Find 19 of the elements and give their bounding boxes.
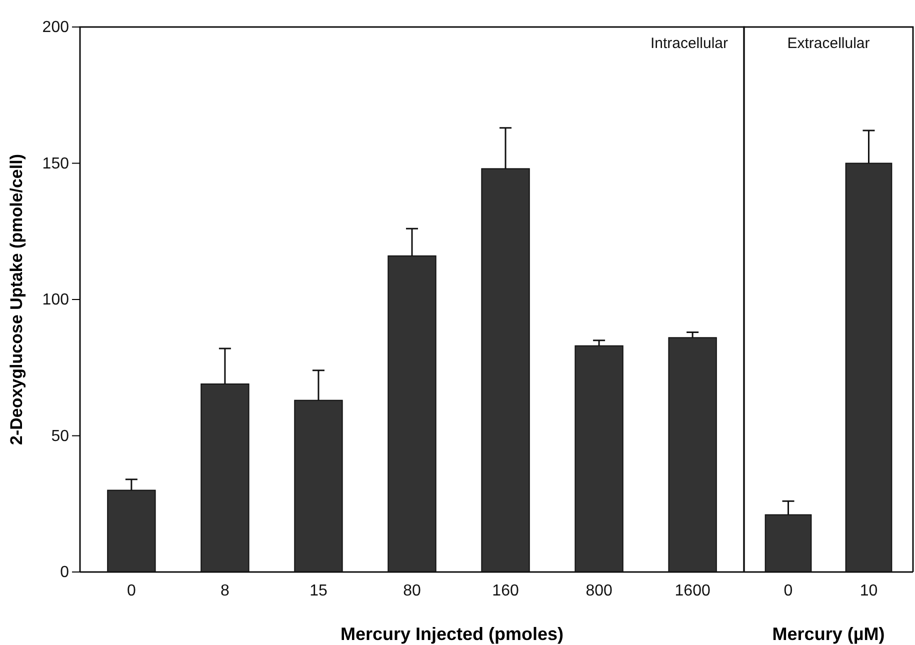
x-tick-label: 10 (860, 582, 878, 600)
x-tick-label: 15 (310, 582, 328, 600)
annotation: Extracellular (787, 35, 870, 52)
y-tick-label: 0 (60, 564, 70, 582)
y-tick-label: 150 (42, 155, 70, 172)
x-tick-label: 1600 (674, 582, 710, 600)
y-tick-label: 200 (42, 19, 70, 36)
x-tick-label: 800 (586, 582, 612, 600)
annotation: Intracellular (650, 35, 728, 52)
y-axis-title: 2-Deoxyglucose Uptake (pmole/cell) (7, 154, 26, 445)
x-axis-title: Mercury Injected (pmoles) (340, 624, 564, 644)
x-tick-label: 0 (784, 582, 793, 600)
y-tick-label: 50 (51, 428, 70, 445)
x-tick-label: 8 (220, 582, 230, 600)
x-tick-label: 0 (126, 582, 136, 600)
y-tick-label: 100 (42, 292, 70, 309)
x-axis-title: Mercury (µM) (772, 624, 885, 644)
x-tick-label: 160 (492, 582, 519, 600)
x-tick-label: 80 (403, 582, 421, 600)
